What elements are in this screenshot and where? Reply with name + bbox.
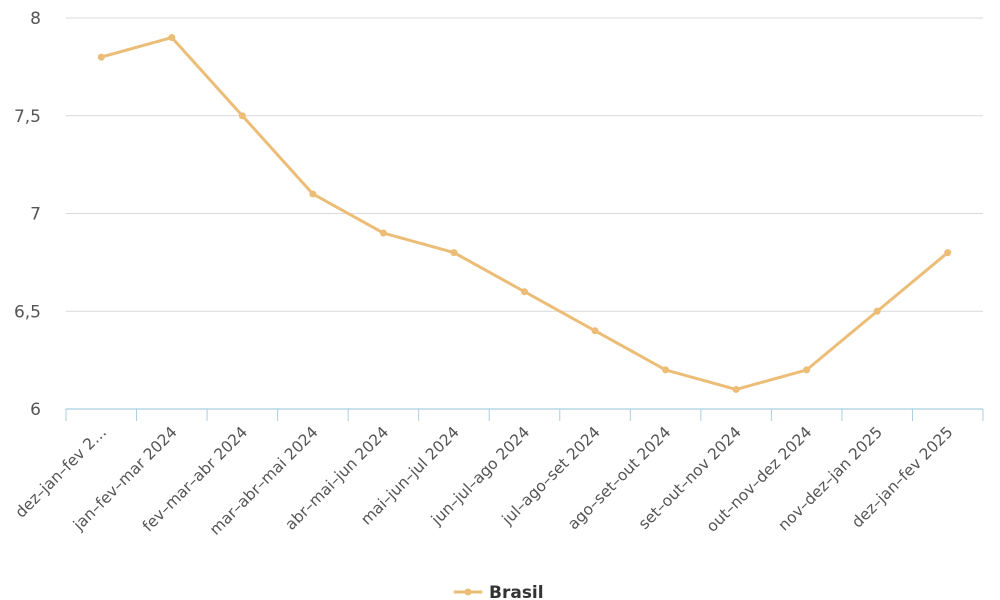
legend-marker-icon [464,588,472,596]
data-point[interactable] [662,366,670,374]
x-axis: dez–jan–fev 2…jan–fev–mar 2024fev–mar–ab… [12,408,984,539]
grid-layer [66,17,983,312]
series-layer [97,34,952,393]
data-point[interactable] [379,229,387,237]
legend-item-brasil[interactable]: Brasil [489,583,544,600]
y-tick-label: 7,5 [14,107,41,127]
data-point[interactable] [803,366,811,374]
data-point[interactable] [97,53,105,61]
y-tick-label: 7 [30,205,41,225]
data-point[interactable] [873,307,881,315]
data-point[interactable] [732,385,740,393]
data-point[interactable] [944,249,952,257]
data-point[interactable] [521,288,528,296]
y-axis-labels: 6 6,5 7 7,5 8 [14,9,41,420]
y-tick-label: 6,5 [14,302,41,322]
data-point[interactable] [309,190,317,198]
legend[interactable]: Brasil [453,583,544,600]
data-point[interactable] [591,327,599,335]
data-point[interactable] [238,112,246,120]
y-tick-label: 8 [30,9,41,29]
data-point[interactable] [450,249,458,257]
data-point[interactable] [168,34,176,42]
y-tick-label: 6 [30,400,41,420]
